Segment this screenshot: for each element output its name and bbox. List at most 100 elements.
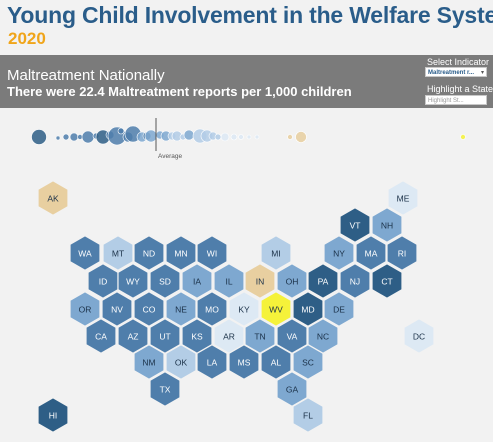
- state-bubble[interactable]: [69, 132, 79, 142]
- state-hex-shape[interactable]: [292, 291, 324, 327]
- state-hex-de[interactable]: DE: [323, 291, 355, 327]
- state-hex-shape[interactable]: [355, 235, 387, 271]
- state-hex-nj[interactable]: NJ: [339, 263, 371, 299]
- state-hex-mt[interactable]: MT: [102, 235, 134, 271]
- state-bubble[interactable]: [238, 134, 244, 140]
- state-hex-vt[interactable]: VT: [339, 207, 371, 243]
- state-hex-shape[interactable]: [403, 318, 435, 354]
- state-hex-nd[interactable]: ND: [133, 235, 165, 271]
- state-hex-mi[interactable]: MI: [260, 235, 292, 271]
- state-hex-shape[interactable]: [323, 291, 355, 327]
- state-hex-shape[interactable]: [196, 291, 228, 327]
- state-hex-shape[interactable]: [149, 371, 181, 407]
- state-hex-ma[interactable]: MA: [355, 235, 387, 271]
- state-hex-shape[interactable]: [181, 263, 213, 299]
- state-hex-shape[interactable]: [133, 291, 165, 327]
- state-hex-shape[interactable]: [133, 235, 165, 271]
- state-hex-co[interactable]: CO: [133, 291, 165, 327]
- state-bubble[interactable]: [31, 129, 47, 145]
- state-bubble[interactable]: [144, 129, 158, 143]
- state-bubble[interactable]: [117, 127, 125, 135]
- state-hex-wi[interactable]: WI: [196, 235, 228, 271]
- state-bubble[interactable]: [81, 130, 95, 144]
- state-hex-shape[interactable]: [371, 263, 403, 299]
- state-hex-me[interactable]: ME: [387, 180, 419, 216]
- state-hex-shape[interactable]: [260, 344, 292, 380]
- state-hex-shape[interactable]: [244, 263, 276, 299]
- state-hex-shape[interactable]: [69, 291, 101, 327]
- state-hex-shape[interactable]: [69, 235, 101, 271]
- state-hex-ga[interactable]: GA: [276, 371, 308, 407]
- state-hex-mn[interactable]: MN: [165, 235, 197, 271]
- state-hex-sc[interactable]: SC: [292, 344, 324, 380]
- state-hex-shape[interactable]: [37, 397, 69, 433]
- state-hex-shape[interactable]: [213, 263, 245, 299]
- state-hex-shape[interactable]: [292, 344, 324, 380]
- state-bubble[interactable]: [287, 134, 293, 140]
- state-hex-shape[interactable]: [339, 263, 371, 299]
- state-hex-shape[interactable]: [165, 344, 197, 380]
- state-hex-shape[interactable]: [386, 235, 418, 271]
- state-hex-shape[interactable]: [276, 263, 308, 299]
- state-bubble[interactable]: [460, 134, 466, 140]
- state-hex-va[interactable]: VA: [276, 318, 308, 354]
- state-hex-wa[interactable]: WA: [69, 235, 101, 271]
- highlight-state-input[interactable]: Highlight St...: [425, 95, 487, 105]
- state-hex-al[interactable]: AL: [260, 344, 292, 380]
- state-hex-shape[interactable]: [149, 263, 181, 299]
- state-hex-shape[interactable]: [149, 318, 181, 354]
- state-hex-nm[interactable]: NM: [133, 344, 165, 380]
- state-hex-in[interactable]: IN: [244, 263, 276, 299]
- state-hex-sd[interactable]: SD: [149, 263, 181, 299]
- state-hex-la[interactable]: LA: [196, 344, 228, 380]
- state-hex-ny[interactable]: NY: [323, 235, 355, 271]
- state-hex-shape[interactable]: [196, 235, 228, 271]
- indicator-dropdown[interactable]: Maltreatment r... ▾: [425, 67, 487, 77]
- state-hex-shape[interactable]: [307, 263, 339, 299]
- state-hex-shape[interactable]: [228, 344, 260, 380]
- state-hex-shape[interactable]: [196, 344, 228, 380]
- state-hex-mo[interactable]: MO: [196, 291, 228, 327]
- state-hex-shape[interactable]: [276, 371, 308, 407]
- state-hex-ms[interactable]: MS: [228, 344, 260, 380]
- state-hex-ne[interactable]: NE: [165, 291, 197, 327]
- state-hex-oh[interactable]: OH: [276, 263, 308, 299]
- state-hex-or[interactable]: OR: [69, 291, 101, 327]
- state-hex-nh[interactable]: NH: [371, 207, 403, 243]
- state-hex-tx[interactable]: TX: [149, 371, 181, 407]
- state-hex-ia[interactable]: IA: [181, 263, 213, 299]
- state-hex-md[interactable]: MD: [292, 291, 324, 327]
- state-hex-shape[interactable]: [244, 318, 276, 354]
- state-bubble[interactable]: [214, 133, 222, 141]
- state-hex-shape[interactable]: [260, 235, 292, 271]
- state-bubble[interactable]: [62, 133, 70, 141]
- state-hex-pa[interactable]: PA: [307, 263, 339, 299]
- state-hex-shape[interactable]: [260, 291, 292, 327]
- state-hex-ok[interactable]: OK: [165, 344, 197, 380]
- state-hex-ct[interactable]: CT: [371, 263, 403, 299]
- state-hex-ut[interactable]: UT: [149, 318, 181, 354]
- state-hex-shape[interactable]: [292, 397, 324, 433]
- state-hex-shape[interactable]: [371, 207, 403, 243]
- state-hex-fl[interactable]: FL: [292, 397, 324, 433]
- state-hex-shape[interactable]: [165, 235, 197, 271]
- state-hex-shape[interactable]: [276, 318, 308, 354]
- state-hex-az[interactable]: AZ: [117, 318, 149, 354]
- state-hex-shape[interactable]: [133, 344, 165, 380]
- state-hex-shape[interactable]: [323, 235, 355, 271]
- state-bubble[interactable]: [220, 132, 230, 142]
- state-hex-shape[interactable]: [387, 180, 419, 216]
- state-hex-shape[interactable]: [37, 180, 69, 216]
- state-hex-dc[interactable]: DC: [403, 318, 435, 354]
- state-hex-shape[interactable]: [228, 291, 260, 327]
- state-hex-hi[interactable]: HI: [37, 397, 69, 433]
- state-hex-nv[interactable]: NV: [101, 291, 133, 327]
- state-hex-ak[interactable]: AK: [37, 180, 69, 216]
- state-bubble[interactable]: [55, 135, 61, 141]
- state-bubble[interactable]: [295, 131, 307, 143]
- state-hex-ca[interactable]: CA: [85, 318, 117, 354]
- state-hex-shape[interactable]: [85, 318, 117, 354]
- state-hex-shape[interactable]: [117, 263, 149, 299]
- state-hex-shape[interactable]: [102, 235, 134, 271]
- state-hex-shape[interactable]: [117, 318, 149, 354]
